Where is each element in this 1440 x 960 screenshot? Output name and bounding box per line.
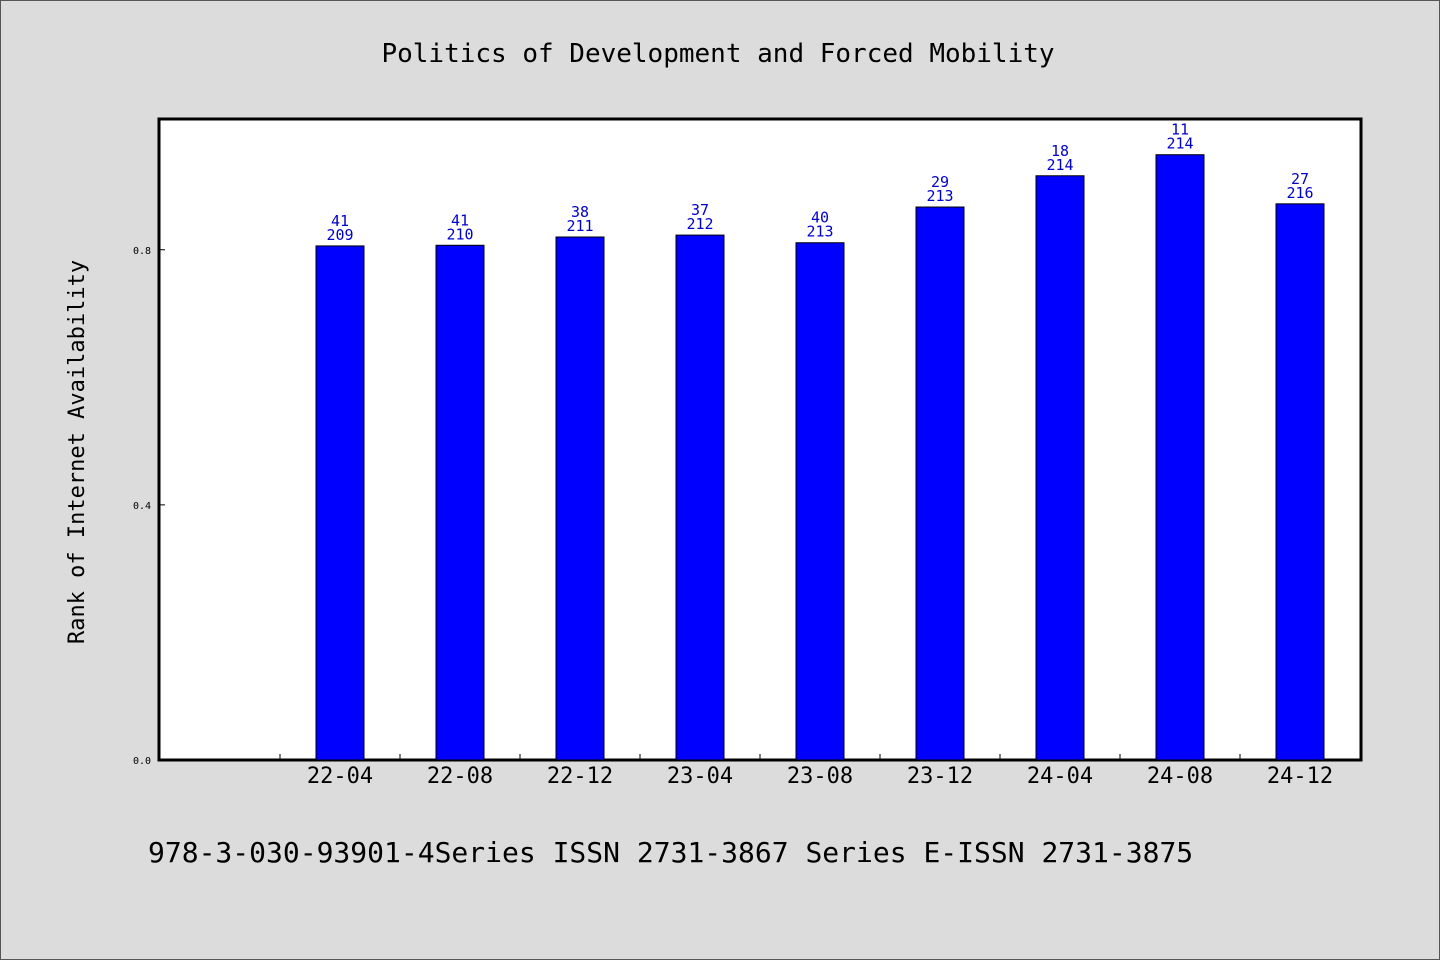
data-label-top: 11 (1171, 121, 1189, 139)
bar-23-08 (795, 242, 845, 761)
x-tick-label: 22-04 (307, 764, 373, 789)
bar-22-04 (315, 245, 365, 761)
data-label-top: 40 (811, 209, 829, 227)
x-tick-label: 23-12 (907, 764, 973, 789)
data-label-bottom: 216 (1286, 184, 1313, 202)
x-tick-label: 23-04 (667, 764, 733, 789)
data-label-bottom: 209 (326, 226, 353, 244)
data-label-bottom: 212 (686, 215, 713, 233)
x-tick-label: 24-12 (1267, 764, 1333, 789)
footer-isbn: 978-3-030-93901-4Series ISSN 2731-3867 S… (148, 836, 1193, 869)
bars-group (315, 154, 1325, 761)
data-label-bottom: 214 (1046, 156, 1073, 174)
chart-title: Politics of Development and Forced Mobil… (381, 39, 1054, 69)
data-label-top: 29 (931, 173, 949, 191)
data-label-top: 18 (1051, 142, 1069, 160)
x-tick-label: 24-08 (1147, 764, 1213, 789)
y-tick-label: 0.8 (133, 246, 151, 257)
x-tick-label: 24-04 (1027, 764, 1093, 789)
data-label-top: 41 (331, 212, 349, 230)
data-label-bottom: 214 (1166, 135, 1193, 153)
data-label-top: 41 (451, 211, 469, 229)
x-tick-label: 22-08 (427, 764, 493, 789)
y-tick-label: 0.4 (133, 501, 151, 512)
y-axis-label: Rank of Internet Availability (65, 260, 90, 644)
data-label-bottom: 213 (926, 187, 953, 205)
bar-24-12 (1275, 203, 1325, 761)
data-label-top: 37 (691, 201, 709, 219)
data-label-bottom: 213 (806, 223, 833, 241)
y-axis-ticks: 0.0 0.4 0.8 (133, 246, 165, 767)
bar-22-08 (435, 244, 485, 761)
data-label-bottom: 211 (566, 217, 593, 235)
bar-22-12 (555, 236, 605, 761)
bar-23-04 (675, 234, 725, 761)
bar-23-12 (915, 206, 965, 761)
bar-24-08 (1155, 154, 1205, 761)
x-axis-ticks: 22-04 22-08 22-12 23-04 23-08 23-12 24-04 24-08… (279, 754, 1333, 789)
data-label-top: 27 (1291, 170, 1309, 188)
bar-24-04 (1035, 175, 1085, 761)
data-label-bottom: 210 (446, 225, 473, 243)
data-label-top: 38 (571, 203, 589, 221)
x-tick-label: 22-12 (547, 764, 613, 789)
y-tick-label: 0.0 (133, 756, 151, 767)
x-tick-label: 23-08 (787, 764, 853, 789)
